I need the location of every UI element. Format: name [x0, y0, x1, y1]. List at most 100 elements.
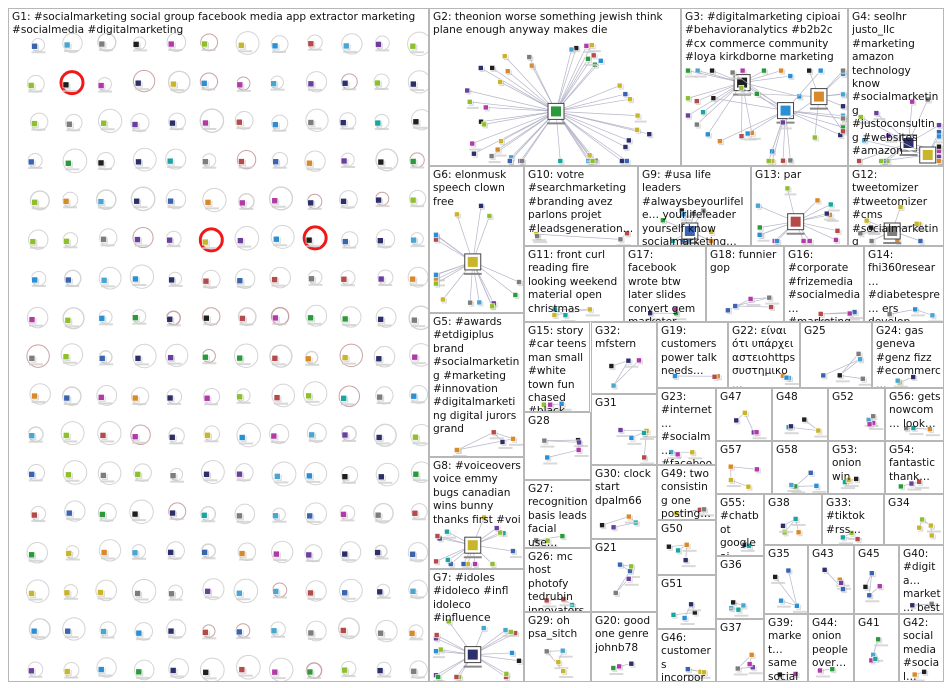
node-g4-1[interactable]: [936, 122, 944, 130]
node-g1-196[interactable]: [169, 667, 178, 675]
node-g15-2[interactable]: [558, 401, 566, 408]
node-g18-2[interactable]: [747, 296, 755, 303]
node-g11-1[interactable]: [586, 306, 594, 314]
node-g1-84[interactable]: [28, 316, 37, 325]
node-g1-152[interactable]: [306, 512, 315, 521]
node-g22-2[interactable]: [783, 374, 791, 382]
node-g1-55[interactable]: [271, 197, 280, 206]
node-g1-174[interactable]: [236, 589, 244, 598]
node-g4-19[interactable]: [936, 133, 944, 141]
node-g8-8[interactable]: [460, 561, 468, 569]
node-g1-170[interactable]: [97, 589, 105, 598]
node-g25-3[interactable]: [859, 375, 867, 383]
node-g8-7[interactable]: [444, 528, 451, 536]
node-g27-2[interactable]: [559, 533, 567, 541]
node-g2-42[interactable]: [526, 54, 534, 62]
node-g1-75[interactable]: [132, 275, 140, 284]
node-g3-29[interactable]: [710, 95, 718, 103]
node-g11-3[interactable]: [562, 312, 570, 320]
node-g10-1[interactable]: [534, 233, 542, 241]
node-g1-33[interactable]: [339, 119, 348, 128]
node-g1-16[interactable]: [170, 80, 178, 89]
node-g32-2[interactable]: [610, 382, 618, 390]
node-g1-124[interactable]: [168, 434, 177, 442]
node-g29-2[interactable]: [543, 648, 551, 656]
node-g1-28[interactable]: [169, 119, 177, 128]
node-g1-61[interactable]: [63, 238, 71, 246]
node-g14-2[interactable]: [886, 311, 894, 319]
node-g38-3[interactable]: [780, 523, 787, 530]
node-g3-6[interactable]: [778, 67, 786, 75]
node-g3-12[interactable]: [738, 133, 746, 141]
node-g13-14[interactable]: [756, 224, 764, 232]
node-g51-2[interactable]: [688, 601, 696, 609]
node-g1-68[interactable]: [305, 236, 314, 245]
node-g1-85[interactable]: [64, 317, 73, 325]
node-g3-26[interactable]: [717, 138, 724, 146]
node-g1-195[interactable]: [135, 668, 144, 677]
node-g8-10[interactable]: [493, 525, 501, 533]
node-g1-108[interactable]: [31, 392, 40, 401]
node-g1-102[interactable]: [236, 354, 245, 363]
node-g13-3[interactable]: [814, 197, 822, 205]
node-g2-5[interactable]: [626, 137, 633, 145]
node-g1-89[interactable]: [203, 314, 211, 323]
node-g13-10[interactable]: [823, 210, 831, 218]
node-g3-16[interactable]: [685, 95, 693, 103]
node-g1-117[interactable]: [340, 395, 349, 403]
node-g53-2[interactable]: [845, 477, 853, 484]
node-g2-34[interactable]: [590, 52, 598, 60]
node-g7-2[interactable]: [516, 658, 524, 665]
node-g1-134[interactable]: [100, 472, 108, 480]
node-g1-145[interactable]: [65, 509, 74, 518]
node-g58-3[interactable]: [788, 482, 796, 490]
node-g1-116[interactable]: [305, 392, 314, 401]
hub-node-g7-0[interactable]: [463, 646, 482, 668]
node-g7-7[interactable]: [508, 629, 515, 636]
node-g1-77[interactable]: [202, 277, 211, 286]
node-g1-69[interactable]: [341, 238, 350, 247]
node-g1-79[interactable]: [271, 276, 280, 285]
node-g48-2[interactable]: [801, 416, 809, 424]
node-g1-133[interactable]: [65, 471, 73, 480]
node-g1-4[interactable]: [167, 40, 176, 49]
node-g1-153[interactable]: [340, 511, 348, 519]
node-g11-0[interactable]: [552, 306, 559, 314]
node-g7-8[interactable]: [502, 627, 510, 635]
node-g1-159[interactable]: [131, 549, 140, 558]
node-g1-114[interactable]: [236, 393, 245, 402]
node-g1-115[interactable]: [273, 394, 282, 403]
node-g35-2[interactable]: [778, 597, 786, 605]
node-g1-23[interactable]: [410, 80, 418, 89]
node-g1-144[interactable]: [31, 511, 39, 520]
node-g7-13[interactable]: [433, 648, 441, 656]
node-g1-138[interactable]: [236, 470, 245, 479]
node-g1-167[interactable]: [409, 550, 418, 559]
node-g51-1[interactable]: [670, 612, 678, 619]
node-g1-110[interactable]: [97, 394, 106, 402]
node-g4-8[interactable]: [873, 110, 881, 118]
node-g52-2[interactable]: [870, 413, 878, 421]
node-g32-3[interactable]: [636, 357, 643, 365]
node-g3-32[interactable]: [765, 158, 773, 166]
node-g16-2[interactable]: [846, 310, 854, 318]
node-g4-7[interactable]: [924, 96, 932, 104]
node-g8-12[interactable]: [489, 561, 497, 569]
node-g28-0[interactable]: [544, 454, 552, 462]
node-g6-12[interactable]: [433, 231, 441, 239]
node-g4-14[interactable]: [861, 137, 869, 145]
node-g1-92[interactable]: [307, 314, 316, 323]
node-g1-25[interactable]: [66, 120, 74, 129]
node-g57-3[interactable]: [754, 466, 761, 474]
node-g5-0[interactable]: [499, 439, 507, 446]
node-g17-2[interactable]: [647, 310, 655, 318]
node-g2-28[interactable]: [519, 158, 527, 166]
node-g3-0[interactable]: [694, 121, 701, 129]
node-g1-157[interactable]: [65, 550, 74, 558]
node-g20-0[interactable]: [616, 663, 624, 671]
node-g3-10[interactable]: [761, 67, 768, 75]
node-g1-81[interactable]: [340, 275, 349, 284]
node-g50-1[interactable]: [683, 542, 691, 549]
node-g29-1[interactable]: [559, 647, 567, 655]
node-g2-16[interactable]: [464, 87, 472, 95]
